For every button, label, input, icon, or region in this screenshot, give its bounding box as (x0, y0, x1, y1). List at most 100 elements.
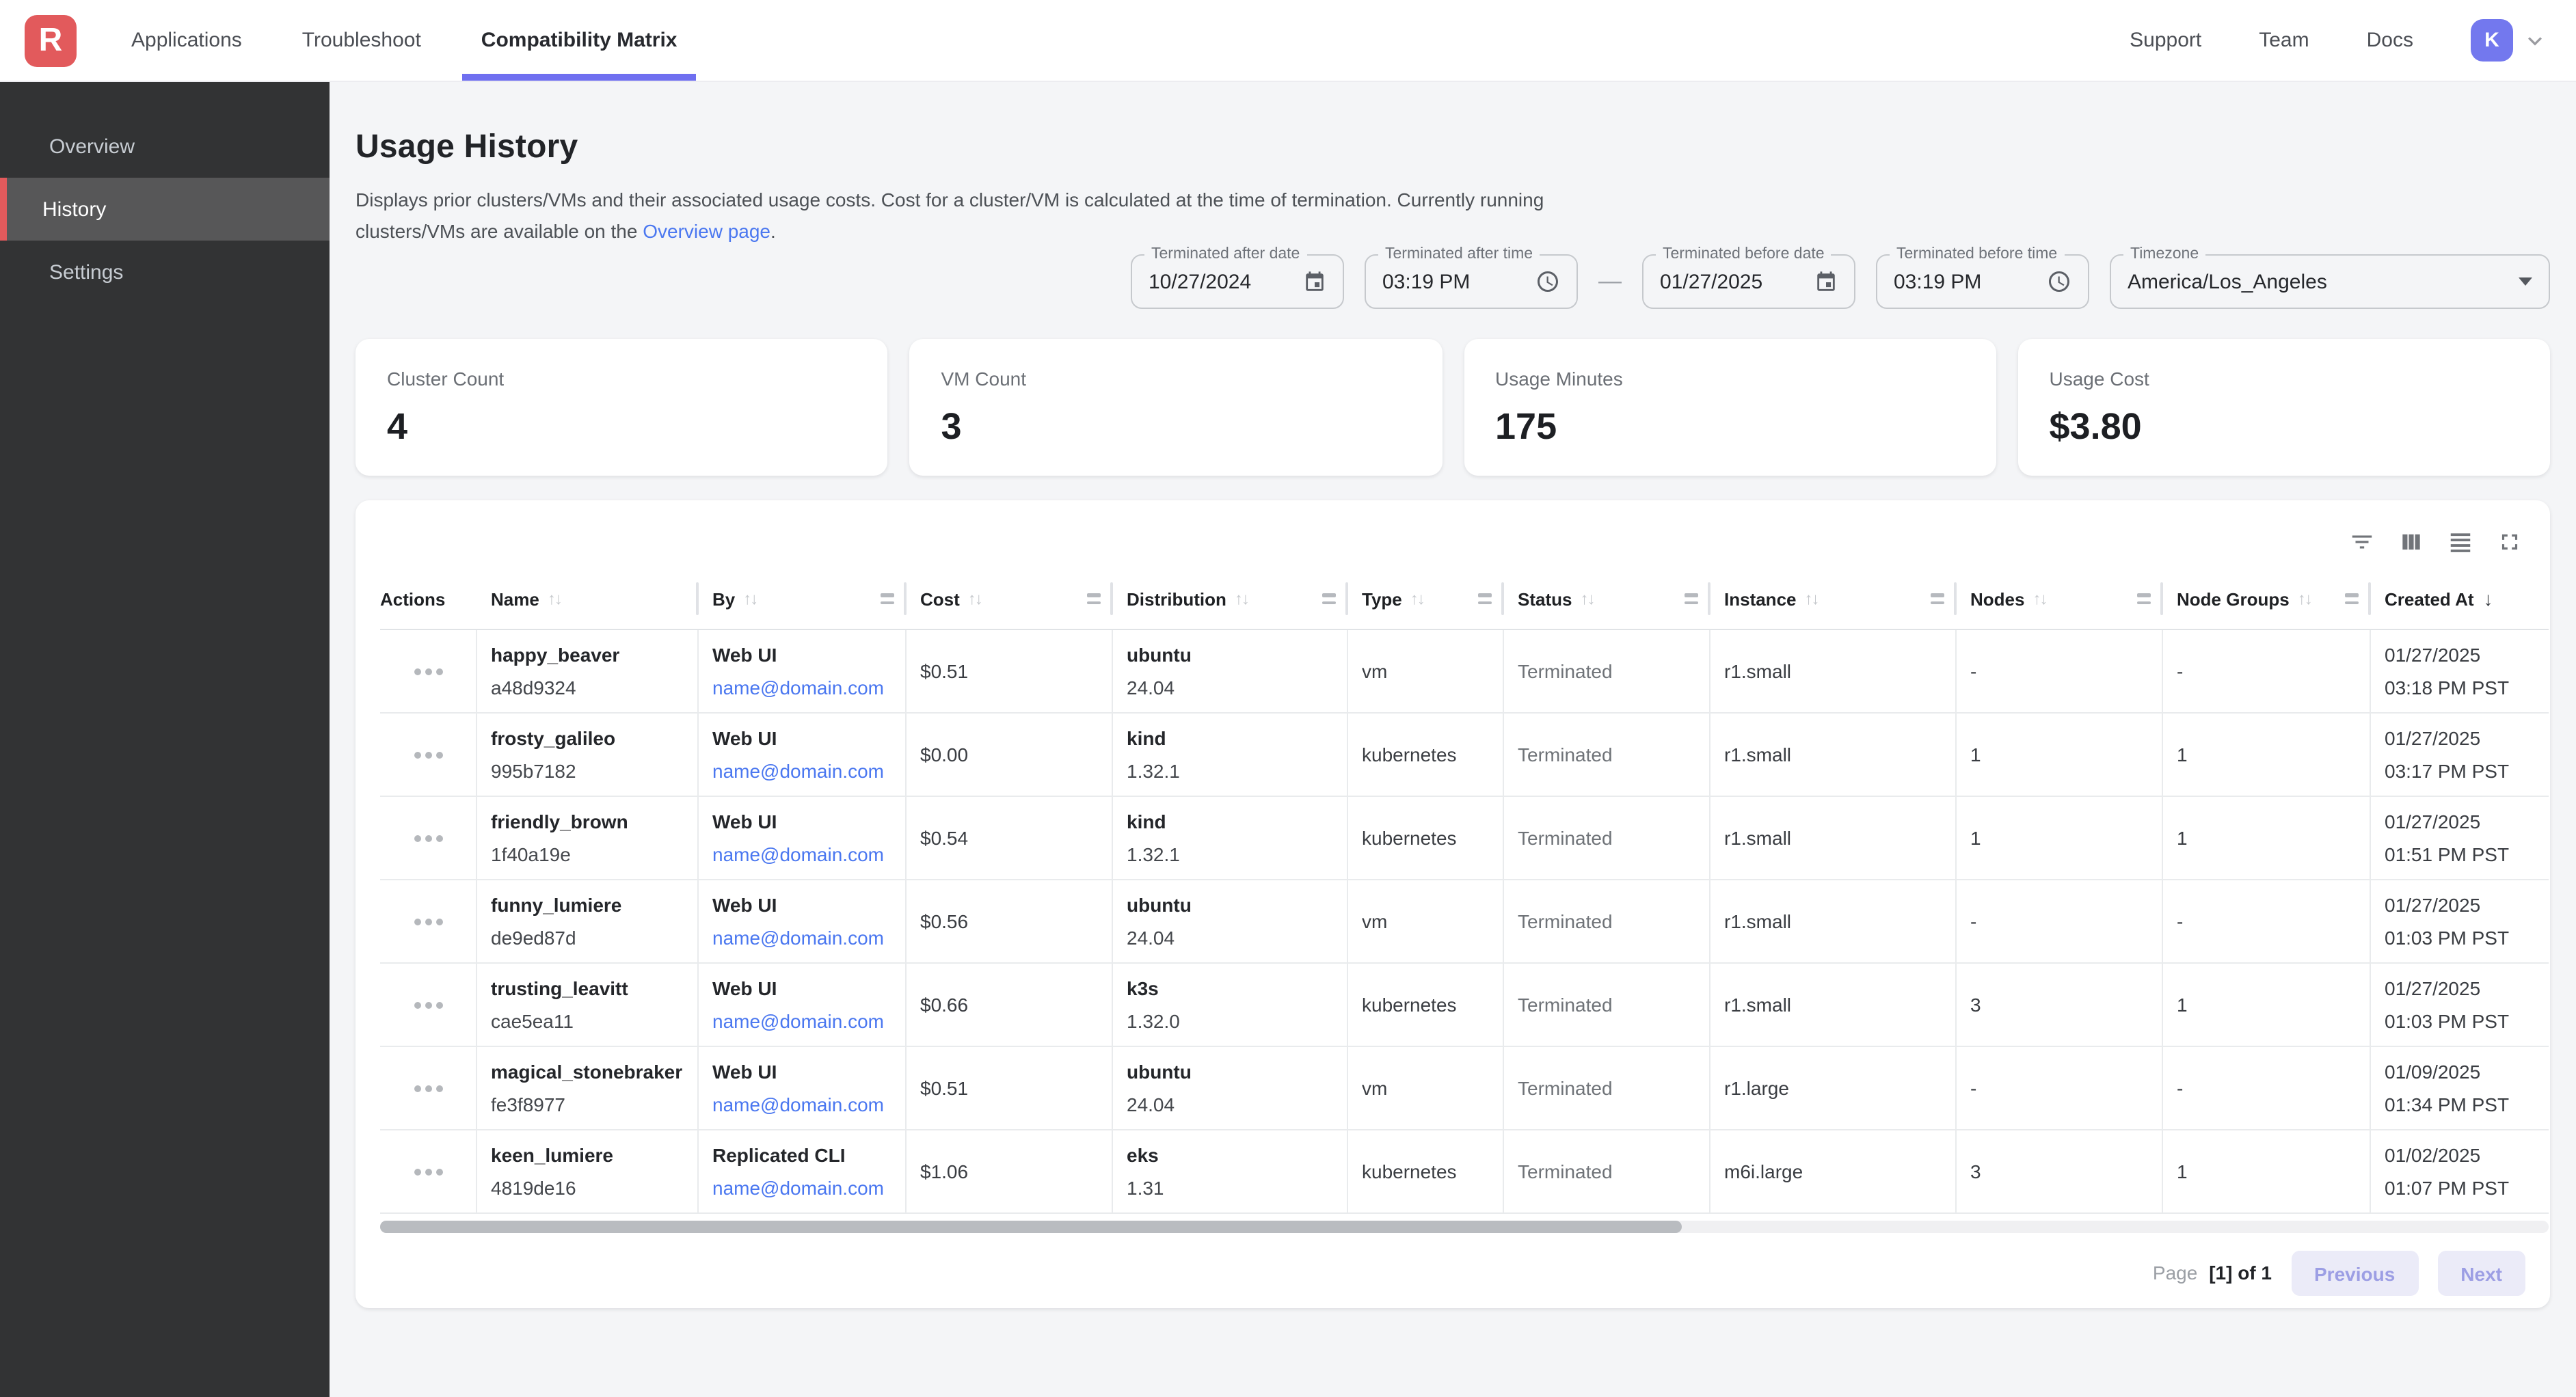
sidebar-item-settings[interactable]: Settings (0, 241, 330, 303)
nav-link-team[interactable]: Team (2259, 29, 2309, 52)
page-indicator-value: [1] of 1 (2209, 1262, 2272, 1284)
table-body: happy_beaver a48d9324 Web UI name@domain… (380, 631, 2549, 1215)
row-actions-button[interactable] (408, 660, 448, 683)
created-by-email-link[interactable]: name@domain.com (712, 1177, 905, 1200)
instance-value: r1.small (1724, 994, 1955, 1017)
sort-icon[interactable]: ↑↓ (548, 590, 561, 609)
column-menu-icon[interactable] (2136, 594, 2150, 605)
table-row[interactable]: happy_beaver a48d9324 Web UI name@domain… (380, 631, 2549, 714)
nav-link-docs[interactable]: Docs (2367, 29, 2413, 52)
clock-icon[interactable] (1535, 270, 1560, 295)
nav-link-support[interactable]: Support (2130, 29, 2201, 52)
cell-distribution: k3s 1.32.0 (1113, 964, 1348, 1046)
sort-icon[interactable]: ↑↓ (2032, 590, 2046, 609)
fullscreen-icon[interactable] (2497, 529, 2523, 555)
column-menu-icon[interactable] (1930, 594, 1944, 605)
terminated-after-date-field[interactable]: Terminated after date 10/27/2024 (1131, 255, 1344, 310)
terminated-after-time-field[interactable]: Terminated after time 03:19 PM (1365, 255, 1578, 310)
table-row[interactable]: funny_lumiere de9ed87d Web UI name@domai… (380, 881, 2549, 964)
calendar-icon[interactable] (1303, 271, 1326, 294)
table-row[interactable]: trusting_leavitt cae5ea11 Web UI name@do… (380, 964, 2549, 1048)
app-logo[interactable]: R (25, 15, 77, 67)
created-by-email-link[interactable]: name@domain.com (712, 677, 905, 700)
filter-icon[interactable] (2349, 529, 2375, 555)
terminated-before-time-field[interactable]: Terminated before time 03:19 PM (1876, 255, 2089, 310)
sort-icon[interactable]: ↑↓ (1580, 590, 1594, 609)
column-menu-icon[interactable] (1684, 594, 1698, 605)
type-value: kubernetes (1362, 1161, 1503, 1184)
sort-icon[interactable]: ↑↓ (2298, 590, 2311, 609)
columns-icon[interactable] (2398, 529, 2424, 555)
row-actions-button[interactable] (408, 994, 448, 1017)
sidebar-item-overview[interactable]: Overview (0, 115, 330, 178)
tab-compatibility-matrix[interactable]: Compatibility Matrix (462, 0, 697, 81)
column-header-cost[interactable]: Cost ↑↓ (907, 569, 1113, 629)
cell-created-at: 01/27/2025 03:18 PM PST (2371, 631, 2549, 713)
created-time: 01:51 PM PST (2385, 843, 2549, 867)
cell-status: Terminated (1504, 798, 1710, 880)
row-actions-button[interactable] (408, 1077, 448, 1100)
cell-name: funny_lumiere de9ed87d (477, 881, 699, 963)
cluster-name: trusting_leavitt (491, 977, 697, 1001)
table-row[interactable]: keen_lumiere 4819de16 Replicated CLI nam… (380, 1131, 2549, 1215)
column-menu-icon[interactable] (1086, 594, 1100, 605)
overview-page-link[interactable]: Overview page (643, 219, 770, 241)
previous-button[interactable]: Previous (2291, 1251, 2418, 1297)
created-time: 01:03 PM PST (2385, 927, 2549, 950)
sort-icon[interactable]: ↑↓ (743, 590, 757, 609)
column-header-distribution[interactable]: Distribution ↑↓ (1113, 569, 1348, 629)
created-date: 01/09/2025 (2385, 1061, 2549, 1084)
column-header-created-at[interactable]: Created At ↓ (2371, 569, 2549, 629)
column-header-type[interactable]: Type ↑↓ (1348, 569, 1504, 629)
clock-icon[interactable] (2047, 270, 2071, 295)
column-header-instance[interactable]: Instance ↑↓ (1710, 569, 1957, 629)
created-by-email-link[interactable]: name@domain.com (712, 1010, 905, 1033)
sort-icon[interactable]: ↑↓ (1805, 590, 1819, 609)
column-header-controls (2344, 569, 2371, 629)
date-range-separator: — (1598, 269, 1622, 296)
column-label: By (712, 589, 735, 610)
cost-value: $1.06 (920, 1161, 1112, 1184)
calendar-icon[interactable] (1814, 271, 1838, 294)
row-actions-button[interactable] (408, 910, 448, 934)
sort-desc-icon[interactable]: ↓ (2484, 588, 2493, 610)
row-actions-button[interactable] (408, 1161, 448, 1184)
density-icon[interactable] (2447, 529, 2473, 555)
column-header-status[interactable]: Status ↑↓ (1504, 569, 1710, 629)
column-menu-icon[interactable] (2344, 594, 2358, 605)
cell-by: Replicated CLI name@domain.com (699, 1131, 907, 1213)
next-button[interactable]: Next (2437, 1251, 2525, 1297)
column-header-node-groups[interactable]: Node Groups ↑↓ (2163, 569, 2371, 629)
sort-icon[interactable]: ↑↓ (968, 590, 982, 609)
table-row[interactable]: friendly_brown 1f40a19e Web UI name@doma… (380, 798, 2549, 881)
table-row[interactable]: frosty_galileo 995b7182 Web UI name@doma… (380, 714, 2549, 798)
created-by-email-link[interactable]: name@domain.com (712, 843, 905, 867)
row-actions-button[interactable] (408, 827, 448, 850)
chevron-down-icon[interactable] (2521, 27, 2549, 54)
table-row[interactable]: magical_stonebraker fe3f8977 Web UI name… (380, 1048, 2549, 1131)
sort-icon[interactable]: ↑↓ (1235, 590, 1248, 609)
created-by-email-link[interactable]: name@domain.com (712, 927, 905, 950)
column-header-nodes[interactable]: Nodes ↑↓ (1957, 569, 2163, 629)
terminated-before-date-field[interactable]: Terminated before date 01/27/2025 (1642, 255, 1855, 310)
column-header-by[interactable]: By ↑↓ (699, 569, 907, 629)
horizontal-scrollbar-track[interactable] (380, 1221, 2549, 1234)
column-menu-icon[interactable] (880, 594, 894, 605)
logo-letter: R (39, 22, 63, 60)
pagination: Page [1] of 1 Previous Next (355, 1251, 2550, 1297)
sort-icon[interactable]: ↑↓ (1410, 590, 1424, 609)
created-by-email-link[interactable]: name@domain.com (712, 1094, 905, 1117)
sidebar-item-history[interactable]: History (0, 178, 330, 241)
created-by-email-link[interactable]: name@domain.com (712, 760, 905, 783)
timezone-select[interactable]: Timezone America/Los_Angeles (2110, 255, 2550, 310)
horizontal-scrollbar-thumb[interactable] (380, 1221, 1681, 1234)
cell-name: keen_lumiere 4819de16 (477, 1131, 699, 1213)
tab-troubleshoot[interactable]: Troubleshoot (283, 0, 440, 81)
column-header-name[interactable]: Name ↑↓ (477, 569, 699, 629)
column-menu-icon[interactable] (1321, 594, 1335, 605)
column-menu-icon[interactable] (1477, 594, 1491, 605)
tab-applications[interactable]: Applications (112, 0, 261, 81)
instance-value: r1.small (1724, 827, 1955, 850)
row-actions-button[interactable] (408, 744, 448, 767)
avatar[interactable]: K (2471, 19, 2513, 62)
